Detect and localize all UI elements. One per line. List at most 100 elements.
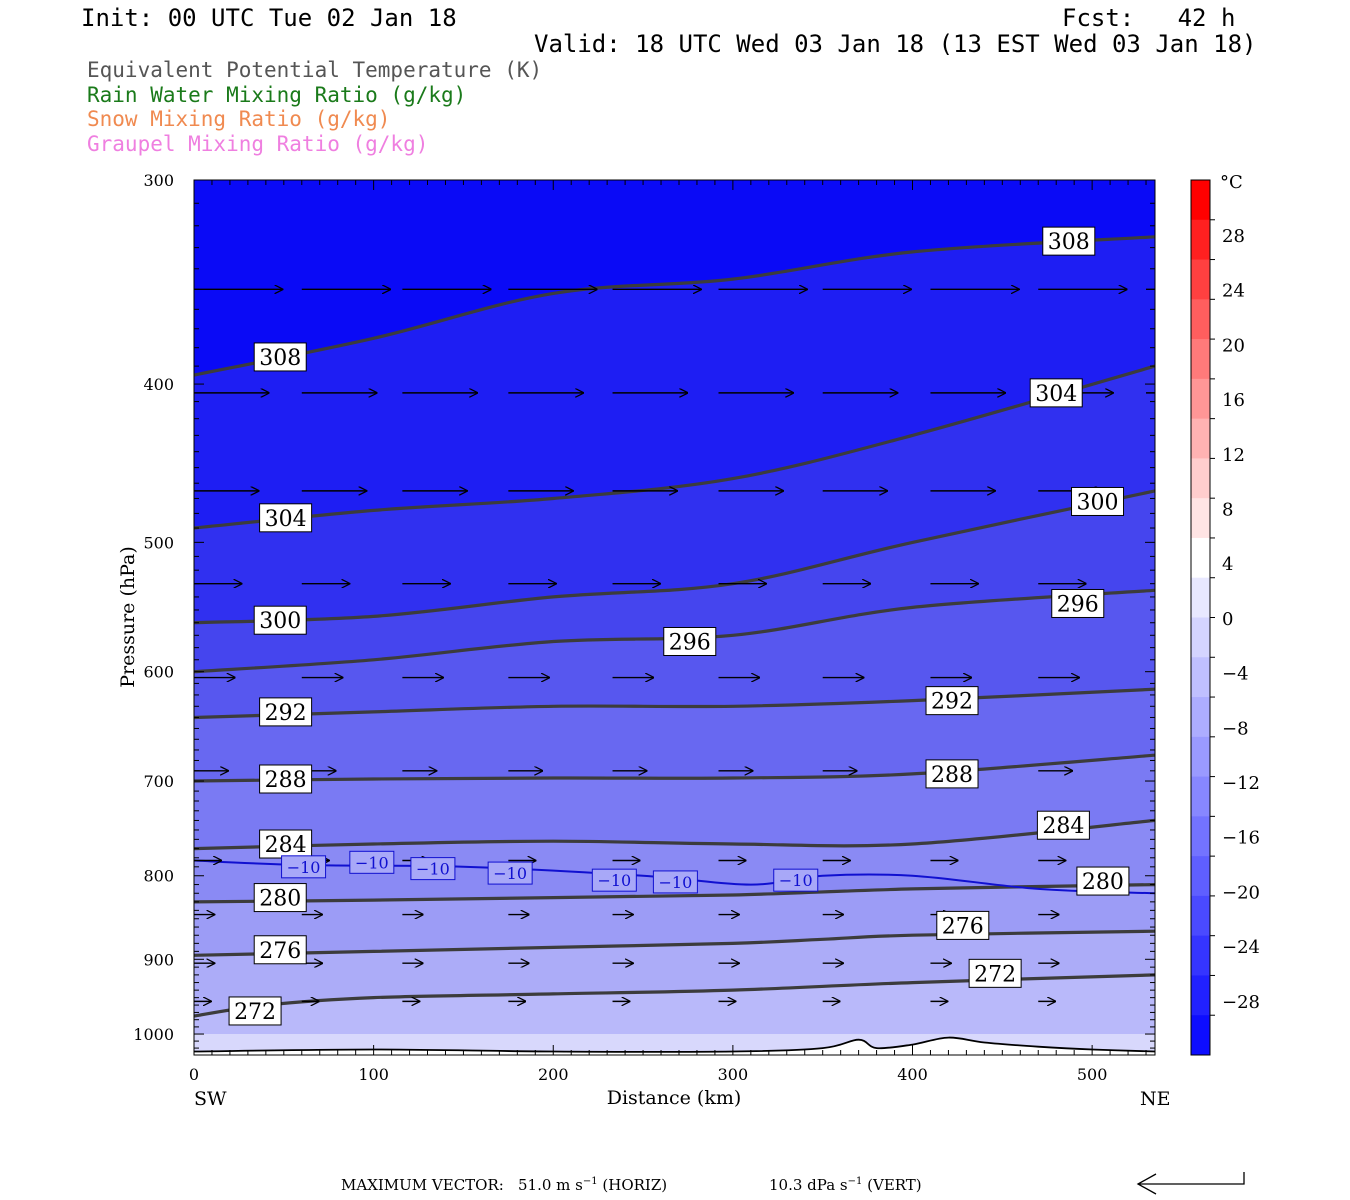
colorbar-segment [1191, 498, 1210, 539]
theta-e-contour-300 [194, 489, 1155, 625]
temperature-label-text: −10 [493, 864, 527, 883]
theta-e-label-280: 280 [1076, 866, 1130, 896]
theta-e-label-288: 288 [925, 759, 979, 789]
variable-rain: Rain Water Mixing Ratio (g/kg) [87, 83, 467, 107]
horiz-vector-value: 51.0 m s−1 (HORIZ) [518, 1176, 667, 1194]
colorbar-segment [1191, 299, 1210, 340]
colorbar-segment [1191, 895, 1210, 937]
theta-e-label-272: 272 [968, 958, 1022, 988]
theta-e-label-text: 288 [265, 768, 307, 793]
y-axis-label: Pressure (hPa) [117, 546, 139, 688]
theta-e-label-text: 276 [942, 914, 984, 939]
theta-e-label-box [259, 829, 313, 859]
theta-e-label-304: 304 [1029, 378, 1083, 408]
colorbar-label: 20 [1222, 335, 1245, 356]
theta-e-label-box [663, 626, 717, 656]
theta-e-label-308: 308 [253, 342, 307, 372]
temperature-label-text: −10 [597, 871, 631, 890]
theta-e-label-284: 284 [259, 829, 313, 859]
colorbar-label: 28 [1222, 226, 1245, 247]
variable-graupel: Graupel Mixing Ratio (g/kg) [87, 132, 429, 156]
theta-e-label-box [228, 996, 282, 1026]
horiz-value: 51.0 m s [518, 1176, 583, 1194]
theta-e-label-text: 296 [1057, 592, 1099, 617]
y-tick-label: 1000 [133, 1025, 174, 1044]
theta-e-label-text: 280 [1082, 870, 1124, 895]
theta-e-label-308: 308 [1042, 226, 1096, 256]
colorbar-label: −8 [1222, 718, 1249, 739]
colorbar-segment [1191, 577, 1210, 618]
theta-e-label-box [925, 759, 979, 789]
colorbar-segment [1191, 219, 1210, 261]
x-axis-label: Distance (km) [607, 1087, 742, 1109]
temperature-label: −10 [410, 857, 456, 881]
theta-e-label-box [259, 503, 313, 533]
colorbar-label: 24 [1222, 281, 1245, 302]
theta-e-label-276: 276 [253, 935, 307, 965]
theta-e-label-292: 292 [925, 686, 979, 716]
theta-e-label-box [925, 686, 979, 716]
colorbar-label: 8 [1222, 500, 1233, 521]
colorbar-segment [1191, 339, 1210, 380]
colorbar-segment [1191, 975, 1210, 1016]
colorbar-label: −12 [1222, 773, 1260, 794]
theta-e-label-box [259, 697, 313, 727]
horiz-unit-exponent: −1 [582, 1176, 598, 1187]
theta-e-label-text: 304 [265, 507, 307, 532]
temperature-label: −10 [487, 861, 533, 885]
temperature-label-box [349, 850, 395, 874]
variable-snow: Snow Mixing Ratio (g/kg) [87, 107, 391, 131]
colorbar-label: −4 [1222, 664, 1249, 685]
colorbar-segment [1191, 935, 1210, 976]
valid-time: Valid: 18 UTC Wed 03 Jan 18 (13 EST Wed … [534, 30, 1257, 58]
y-tick-label: 600 [143, 663, 174, 682]
colorbar-segment [1191, 856, 1210, 897]
theta-e-label-288: 288 [259, 764, 313, 794]
vert-unit-exponent: −1 [847, 1176, 863, 1187]
theta-e-contour-284 [194, 818, 1155, 851]
x-end-right-label: NE [1140, 1088, 1171, 1110]
theta-e-label-280: 280 [253, 883, 307, 913]
colorbar-segment [1191, 1015, 1210, 1056]
theta-e-label-box [968, 958, 1022, 988]
theta-e-label-296: 296 [663, 626, 717, 656]
colorbar-segment [1191, 816, 1210, 857]
colorbar-label: −28 [1222, 992, 1260, 1013]
theta-e-label-text: 304 [1035, 382, 1077, 407]
temperature-label-text: −10 [416, 860, 450, 879]
theta-e-label-box [253, 605, 307, 635]
max-vector-label: MAXIMUM VECTOR: [341, 1176, 504, 1194]
theta-e-label-272: 272 [228, 996, 282, 1026]
theta-e-label-text: 296 [669, 630, 711, 655]
colorbar-segment [1191, 776, 1210, 817]
theta-e-label-box [1042, 226, 1096, 256]
plot-frame [193, 179, 1156, 1056]
theta-e-label-box [936, 910, 990, 940]
horiz-tag: (HORIZ) [602, 1176, 668, 1194]
temperature-label-box [773, 868, 819, 892]
theta-e-label-text: 272 [974, 962, 1016, 987]
colorbar-label: 16 [1222, 390, 1245, 411]
theta-e-contour-308 [194, 235, 1155, 377]
colorbar-label: 4 [1222, 554, 1233, 575]
theta-e-contour-280 [194, 883, 1155, 904]
theta-e-label-text: 284 [1042, 814, 1084, 839]
temperature-label: −10 [591, 868, 637, 892]
theta-e-label-text: 308 [1048, 230, 1090, 255]
x-tick-label: 200 [538, 1065, 569, 1084]
colorbar-segment [1191, 180, 1210, 221]
temperature-label-box [487, 861, 533, 885]
temperature-label-text: −10 [287, 858, 321, 877]
y-tick-label: 800 [143, 867, 174, 886]
theta-e-label-box [253, 342, 307, 372]
temperature-label: −10 [773, 868, 819, 892]
theta-e-label-304: 304 [259, 503, 313, 533]
terrain-line [194, 1036, 1155, 1053]
colorbar-segment [1191, 736, 1210, 778]
theta-e-label-box [1071, 486, 1125, 516]
init-time: Init: 00 UTC Tue 02 Jan 18 [81, 4, 457, 32]
temperature-label-text: −10 [355, 853, 389, 872]
x-tick-label: 0 [189, 1065, 199, 1084]
temperature-label-text: −10 [659, 873, 693, 892]
